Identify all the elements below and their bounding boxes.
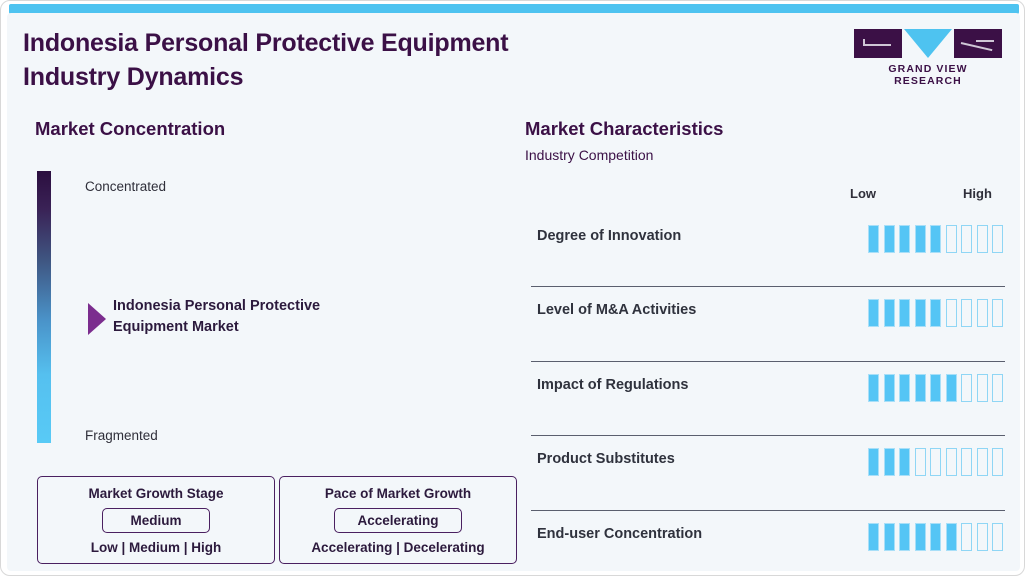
characteristic-label: Product Substitutes xyxy=(537,451,675,468)
rating-tick-empty xyxy=(961,373,972,402)
characteristic-row: Level of M&A Activities xyxy=(531,287,1005,362)
rating-tick-empty xyxy=(992,373,1003,402)
rating-tick-filled xyxy=(945,373,957,402)
characteristic-row: Product Substitutes xyxy=(531,436,1005,511)
characteristic-row: End-user Concentration xyxy=(531,511,1005,575)
characteristic-rating-track xyxy=(868,448,1003,477)
logo-square-left-icon xyxy=(854,29,902,58)
page-title-line-2: Industry Dynamics xyxy=(23,63,244,91)
rating-tick-filled xyxy=(914,522,926,551)
rating-tick-filled xyxy=(868,448,879,477)
characteristics-list: Degree of Innovation Level of M&A Activit… xyxy=(531,213,1005,575)
characteristic-row: Degree of Innovation xyxy=(531,213,1005,288)
rating-tick-empty xyxy=(945,225,957,253)
rating-tick-empty xyxy=(976,522,988,551)
characteristic-label: Level of M&A Activities xyxy=(537,302,697,319)
rating-tick-filled xyxy=(930,299,941,328)
characteristic-label: Degree of Innovation xyxy=(537,228,682,244)
rating-tick-filled xyxy=(899,299,910,328)
page-title-line-1: Indonesia Personal Protective Equipment xyxy=(23,29,509,57)
market-characteristics-title: Market Characteristics xyxy=(525,118,724,139)
rating-tick-empty xyxy=(976,448,988,477)
rating-tick-filled xyxy=(930,225,941,253)
rating-tick-empty xyxy=(976,373,988,402)
rating-tick-filled xyxy=(914,299,926,328)
rating-tick-empty xyxy=(961,225,972,253)
rating-tick-filled xyxy=(883,225,895,253)
logo-triangle-icon xyxy=(904,29,952,58)
rating-tick-filled xyxy=(945,522,957,551)
scale-label-low: Low xyxy=(850,186,876,201)
rating-tick-filled xyxy=(914,373,926,402)
rating-tick-filled xyxy=(868,299,879,328)
concentration-top-label: Concentrated xyxy=(85,179,167,194)
rating-tick-empty xyxy=(945,299,957,328)
content-canvas: Indonesia Personal Protective Equipment … xyxy=(7,13,1020,571)
market-position-label-line-2: Equipment Market xyxy=(113,319,239,335)
characteristic-rating-track xyxy=(868,373,1003,402)
concentration-gradient-bar xyxy=(37,171,51,443)
rating-tick-filled xyxy=(883,373,895,402)
rating-tick-empty xyxy=(976,225,988,253)
market-growth-stage-value: Medium xyxy=(102,508,210,533)
rating-tick-empty xyxy=(992,522,1003,551)
characteristic-label: Impact of Regulations xyxy=(537,376,689,393)
characteristic-row: Impact of Regulations xyxy=(531,362,1005,437)
market-growth-stage-card: Market Growth Stage Medium Low | Medium … xyxy=(37,476,275,564)
pace-of-market-growth-heading: Pace of Market Growth xyxy=(324,486,472,501)
rating-tick-empty xyxy=(992,225,1003,253)
rating-tick-empty xyxy=(992,299,1003,328)
rating-tick-filled xyxy=(930,373,941,402)
rating-tick-filled xyxy=(883,448,895,477)
rating-tick-filled xyxy=(914,225,926,253)
rating-tick-empty xyxy=(961,299,972,328)
rating-tick-filled xyxy=(883,299,895,328)
market-growth-stage-options: Low | Medium | High xyxy=(90,540,222,555)
scale-label-high: High xyxy=(963,186,992,201)
market-growth-stage-heading: Market Growth Stage xyxy=(88,486,224,501)
pace-of-market-growth-card: Pace of Market Growth Accelerating Accel… xyxy=(279,476,517,564)
characteristic-rating-track xyxy=(868,522,1003,551)
rating-tick-filled xyxy=(899,448,910,477)
rating-tick-empty xyxy=(961,522,972,551)
rating-tick-empty xyxy=(945,448,957,477)
rating-tick-empty xyxy=(914,448,926,477)
pace-of-market-growth-value: Accelerating xyxy=(334,508,462,533)
market-concentration-title: Market Concentration xyxy=(35,118,226,139)
concentration-bottom-label: Fragmented xyxy=(85,428,158,443)
rating-tick-filled xyxy=(930,522,941,551)
logo-square-right-icon xyxy=(954,29,1002,58)
market-characteristics-subtitle: Industry Competition xyxy=(525,147,654,163)
rating-tick-empty xyxy=(961,448,972,477)
pace-of-market-growth-options: Accelerating | Decelerating xyxy=(311,540,485,555)
rating-tick-filled xyxy=(868,373,879,402)
rating-tick-empty xyxy=(992,448,1003,477)
logo-wordmark: GRAND VIEW RESEARCH xyxy=(888,63,968,87)
characteristic-rating-track xyxy=(868,225,1003,253)
characteristic-label: End-user Concentration xyxy=(537,525,703,542)
market-position-label: Indonesia Personal Protective Equipment … xyxy=(113,296,383,338)
characteristic-rating-track xyxy=(868,299,1003,328)
rating-tick-filled xyxy=(883,522,895,551)
market-position-marker-icon xyxy=(88,303,106,335)
rating-tick-empty xyxy=(976,299,988,328)
page-title: Indonesia Personal Protective Equipment … xyxy=(23,26,663,94)
rating-tick-filled xyxy=(868,225,879,253)
rating-tick-filled xyxy=(899,373,910,402)
rating-tick-filled xyxy=(868,522,879,551)
rating-tick-filled xyxy=(899,522,910,551)
brand-logo: GRAND VIEW RESEARCH xyxy=(854,29,1002,87)
rating-tick-filled xyxy=(899,225,910,253)
accent-top-bar xyxy=(9,4,1019,14)
logo-marks xyxy=(854,29,1002,58)
market-position-label-line-1: Indonesia Personal Protective xyxy=(113,298,321,314)
rating-tick-empty xyxy=(930,448,941,477)
